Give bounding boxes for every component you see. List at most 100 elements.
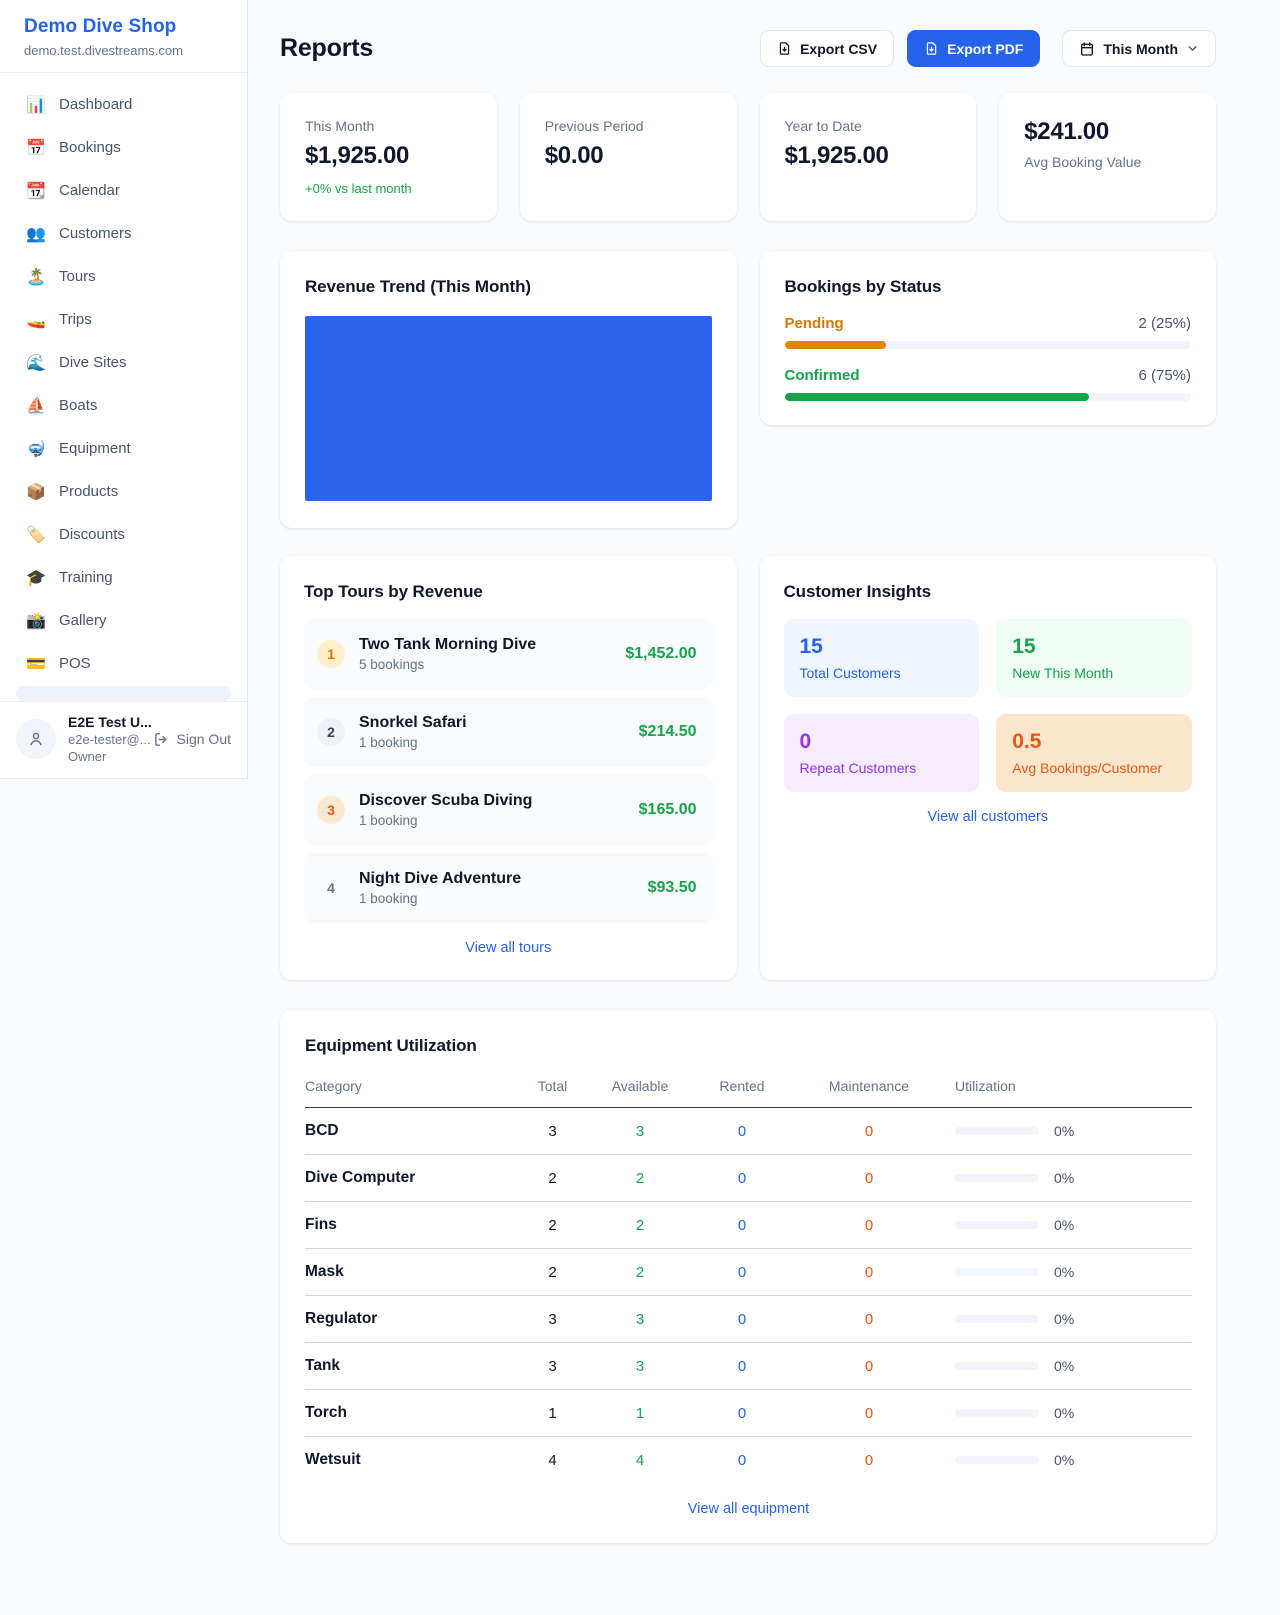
tour-amount: $1,452.00 — [625, 645, 697, 662]
cell-maintenance: 0 — [804, 1342, 934, 1390]
sidebar-item-customers[interactable]: 👥 Customers — [16, 212, 231, 255]
bookings-by-status-title: Bookings by Status — [784, 277, 942, 296]
sidebar-item-label: Calendar — [59, 182, 120, 199]
sidebar-item-equipment[interactable]: 🤿 Equipment — [16, 427, 231, 470]
tile-repeat-customers: 0 Repeat Customers — [783, 714, 980, 792]
sidebar-item-reports-partial[interactable] — [16, 686, 231, 701]
sidebar-item-products[interactable]: 📦 Products — [16, 470, 231, 513]
tour-name: Night Dive Adventure — [359, 870, 522, 887]
table-row: Wetsuit 4 4 0 0 0% — [305, 1437, 1192, 1484]
brand: Demo Dive Shop demo.test.divestreams.com — [0, 0, 247, 73]
utilization-bar — [955, 1315, 1039, 1323]
tile-value: 15 — [1012, 635, 1036, 658]
credit-card-icon: 💳 — [26, 655, 46, 673]
export-csv-label: Export CSV — [800, 40, 878, 57]
status-count-pending: 2 (25%) — [1138, 315, 1191, 332]
col-available: Available — [600, 1070, 680, 1108]
sidebar-item-bookings[interactable]: 📅 Bookings — [16, 126, 231, 169]
person-icon — [30, 732, 42, 746]
cell-available: 4 — [635, 1451, 645, 1469]
cell-utilization: 0% — [934, 1248, 1192, 1296]
cell-utilization: 0% — [934, 1389, 1192, 1437]
speedboat-icon: 🚤 — [26, 311, 46, 329]
rank-badge: 2 — [317, 718, 345, 746]
cell-total: 4 — [548, 1451, 557, 1469]
col-maintenance: Maintenance — [804, 1070, 934, 1108]
table-row: Mask 2 2 0 0 0% — [305, 1248, 1192, 1296]
stat-card-year-to-date: Year to Date $1,925.00 — [759, 93, 977, 221]
rank-badge: 4 — [327, 880, 335, 896]
tour-list: 1 Two Tank Morning Dive 5 bookings $1,45… — [304, 619, 713, 923]
main-content: Reports Export CSV Export PDF This Month — [248, 0, 1280, 1615]
stat-value: $0.00 — [544, 142, 604, 169]
confirmed-bar-fill — [784, 393, 1090, 401]
graduation-cap-icon: 🎓 — [26, 569, 46, 587]
stat-label: Avg Booking Value — [1024, 154, 1142, 170]
revenue-trend-card: Revenue Trend (This Month) — [280, 251, 737, 528]
cell-total: 3 — [505, 1342, 600, 1390]
table-row: Dive Computer 2 2 0 0 0% — [305, 1154, 1192, 1202]
brand-domain: demo.test.divestreams.com — [24, 43, 183, 58]
cell-rented: 0 — [680, 1342, 804, 1390]
cell-category: Regulator — [305, 1295, 505, 1343]
chevron-down-icon — [1188, 46, 1197, 51]
tile-value: 0 — [799, 730, 812, 753]
pending-bar-track — [784, 341, 1191, 349]
sidebar-item-dashboard[interactable]: 📊 Dashboard — [16, 83, 231, 126]
cell-utilization: 0% — [934, 1342, 1192, 1390]
sidebar-item-label: POS — [59, 655, 91, 672]
bookings-by-status-card: Bookings by Status Pending 2 (25%) Confi… — [759, 251, 1216, 425]
stat-card-this-month: This Month $1,925.00 +0% vs last month — [280, 93, 497, 221]
revenue-trend-chart — [305, 316, 712, 501]
stat-label: Year to Date — [784, 118, 862, 134]
package-icon: 📦 — [26, 483, 46, 501]
header-actions: Export CSV Export PDF This Month — [760, 30, 1216, 67]
equipment-utilization-title: Equipment Utilization — [305, 1036, 477, 1055]
file-download-icon — [926, 42, 937, 55]
period-dropdown[interactable]: This Month — [1062, 30, 1216, 67]
sidebar-item-label: Trips — [59, 311, 92, 328]
equipment-table: Category Total Available Rented Maintena… — [305, 1070, 1192, 1484]
utilization-pct: 0% — [1054, 1358, 1075, 1374]
sidebar-item-calendar[interactable]: 📆 Calendar — [16, 169, 231, 212]
tile-label: Total Customers — [799, 665, 901, 681]
view-all-tours-link[interactable]: View all tours — [465, 940, 552, 956]
sidebar-item-pos[interactable]: 💳 POS — [16, 642, 231, 685]
export-pdf-label: Export PDF — [947, 40, 1024, 57]
cell-maintenance: 0 — [804, 1201, 934, 1249]
stat-value: $1,925.00 — [305, 142, 410, 169]
calendar-icon — [1081, 41, 1094, 56]
sign-out-button[interactable]: Sign Out — [153, 731, 231, 748]
avatar — [16, 719, 56, 759]
insights-row: Top Tours by Revenue 1 Two Tank Morning … — [280, 556, 1216, 980]
cell-category: Torch — [305, 1389, 505, 1437]
cell-total: 3 — [505, 1295, 600, 1343]
sidebar-item-label: Customers — [59, 225, 132, 242]
cell-rented: 0 — [680, 1248, 804, 1296]
sidebar-item-trips[interactable]: 🚤 Trips — [16, 298, 231, 341]
sidebar-item-dive-sites[interactable]: 🌊 Dive Sites — [16, 341, 231, 384]
cell-maintenance: 0 — [804, 1389, 934, 1437]
col-rented: Rented — [680, 1070, 804, 1108]
cell-utilization: 0% — [934, 1107, 1192, 1155]
sidebar-item-discounts[interactable]: 🏷️ Discounts — [16, 513, 231, 556]
confirmed-bar-track — [784, 393, 1191, 401]
view-all-customers-link[interactable]: View all customers — [927, 809, 1049, 825]
sidebar-item-gallery[interactable]: 📸 Gallery — [16, 599, 231, 642]
sidebar-item-training[interactable]: 🎓 Training — [16, 556, 231, 599]
view-all-equipment-link[interactable]: View all equipment — [687, 1500, 810, 1517]
tour-name: Snorkel Safari — [359, 714, 467, 731]
utilization-pct: 0% — [1054, 1264, 1075, 1280]
cell-utilization: 0% — [934, 1201, 1192, 1249]
sidebar-nav: 📊 Dashboard 📅 Bookings 📆 Calendar 👥 Cust… — [0, 73, 247, 701]
export-pdf-button[interactable]: Export PDF — [907, 30, 1041, 67]
sidebar-item-tours[interactable]: 🏝️ Tours — [16, 255, 231, 298]
sidebar-item-label: Training — [59, 569, 113, 586]
sidebar-item-boats[interactable]: ⛵ Boats — [16, 384, 231, 427]
table-row: Fins 2 2 0 0 0% — [305, 1201, 1192, 1249]
tour-row: 4 Night Dive Adventure 1 booking $93.50 — [304, 853, 713, 923]
sailboat-icon: ⛵ — [26, 397, 46, 415]
cell-category: Wetsuit — [305, 1451, 361, 1469]
tour-bookings: 1 booking — [359, 891, 418, 906]
export-csv-button[interactable]: Export CSV — [760, 30, 895, 67]
